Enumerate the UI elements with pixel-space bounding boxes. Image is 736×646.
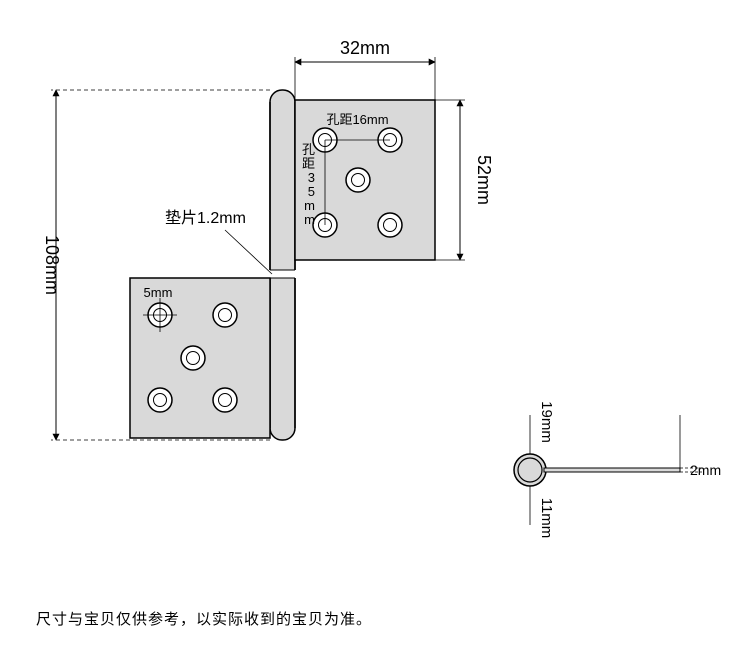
svg-text:11mm: 11mm <box>538 498 555 539</box>
svg-text:m: m <box>304 198 315 213</box>
svg-text:m: m <box>304 212 315 227</box>
svg-text:19mm: 19mm <box>538 401 555 443</box>
svg-text:3: 3 <box>308 170 315 185</box>
svg-text:孔: 孔 <box>302 142 315 157</box>
svg-text:垫片1.2mm: 垫片1.2mm <box>165 209 246 227</box>
svg-text:2mm: 2mm <box>690 462 721 478</box>
footer-note: 尺寸与宝贝仅供参考，以实际收到的宝贝为准。 <box>36 608 372 629</box>
svg-text:5: 5 <box>308 184 315 199</box>
svg-text:52mm: 52mm <box>474 155 494 205</box>
svg-text:32mm: 32mm <box>340 38 390 58</box>
diagram-stage: 32mm52mm108mm垫片1.2mm孔距16mm孔距35mm5mm19mm1… <box>0 0 736 646</box>
svg-text:孔距16mm: 孔距16mm <box>326 112 388 127</box>
hinge-diagram-svg: 32mm52mm108mm垫片1.2mm孔距16mm孔距35mm5mm19mm1… <box>0 0 736 646</box>
svg-text:5mm: 5mm <box>144 285 173 300</box>
svg-text:距: 距 <box>302 156 315 171</box>
svg-text:108mm: 108mm <box>42 235 62 295</box>
